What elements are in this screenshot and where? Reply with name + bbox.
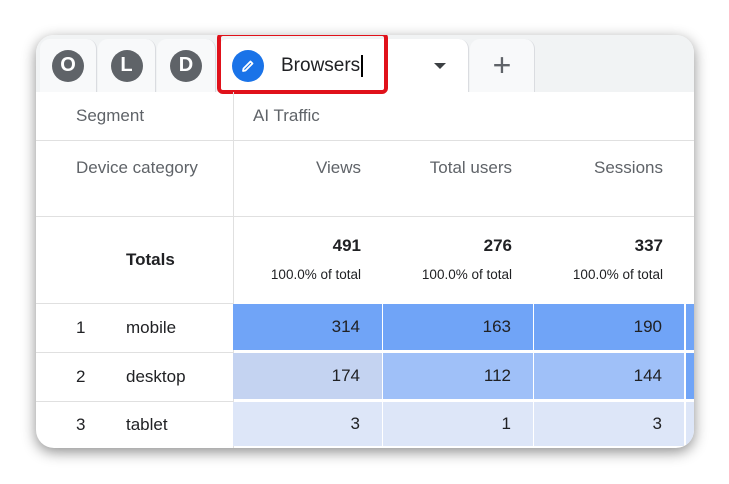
total-pct: 100.0% of total bbox=[270, 266, 361, 282]
total-value: 491 bbox=[332, 236, 361, 255]
dropdown-caret-icon[interactable] bbox=[434, 63, 446, 69]
segment-value: AI Traffic bbox=[253, 106, 320, 125]
metric-cell: 3 bbox=[534, 402, 684, 446]
metric-cell-partial bbox=[686, 402, 694, 446]
tab-avatar: L bbox=[110, 49, 143, 82]
tab-o[interactable]: O bbox=[40, 39, 97, 92]
tab-avatar: O bbox=[52, 49, 84, 82]
plus-icon: + bbox=[492, 47, 512, 83]
row-name: tablet bbox=[126, 414, 168, 434]
metric-cell: 314 bbox=[233, 304, 382, 350]
total-value: 337 bbox=[634, 236, 663, 255]
tab-name-input[interactable]: Browsers bbox=[281, 54, 364, 77]
total-value: 276 bbox=[483, 236, 512, 255]
totals-label: Totals bbox=[126, 250, 175, 269]
table-row[interactable]: 2 desktop 174 112 144 bbox=[36, 352, 694, 401]
row-rank: 3 bbox=[76, 414, 86, 434]
metric-cell: 144 bbox=[534, 353, 684, 399]
pencil-icon[interactable] bbox=[232, 49, 264, 82]
row-name: desktop bbox=[126, 366, 186, 386]
tab-avatar: D bbox=[170, 49, 202, 82]
row-rank: 1 bbox=[76, 317, 86, 337]
metric-cell: 190 bbox=[534, 304, 684, 350]
table-row[interactable]: 3 tablet 3 1 3 bbox=[36, 401, 694, 448]
total-pct: 100.0% of total bbox=[421, 266, 512, 282]
metric-cell: 112 bbox=[383, 353, 533, 399]
row-rank: 2 bbox=[76, 366, 86, 386]
report-table-card: O L D Browsers + Segment AI Traffic Devi… bbox=[36, 35, 694, 448]
add-tab-button[interactable]: + bbox=[470, 39, 535, 92]
metric-cell: 163 bbox=[383, 304, 533, 350]
highlight-box bbox=[217, 35, 388, 94]
row-name: mobile bbox=[126, 317, 177, 337]
dimension-header[interactable]: Device category bbox=[76, 157, 198, 177]
column-header[interactable]: Total users bbox=[429, 157, 512, 177]
tab-d[interactable]: D bbox=[157, 39, 216, 92]
total-pct: 100.0% of total bbox=[572, 266, 663, 282]
column-header[interactable]: Views bbox=[315, 157, 361, 177]
column-header[interactable]: Sessions bbox=[594, 157, 663, 177]
tab-bar: O L D Browsers + bbox=[36, 35, 694, 94]
table-row[interactable]: 1 mobile 314 163 190 bbox=[36, 303, 694, 352]
metric-cell-partial bbox=[686, 304, 694, 350]
metric-cell: 1 bbox=[383, 402, 533, 446]
tab-browsers[interactable]: Browsers bbox=[218, 39, 469, 92]
metric-cell: 3 bbox=[233, 402, 382, 446]
metric-cell-partial bbox=[686, 353, 694, 399]
metric-cell: 174 bbox=[233, 353, 382, 399]
tab-l[interactable]: L bbox=[98, 39, 156, 92]
segment-label: Segment bbox=[76, 106, 145, 125]
